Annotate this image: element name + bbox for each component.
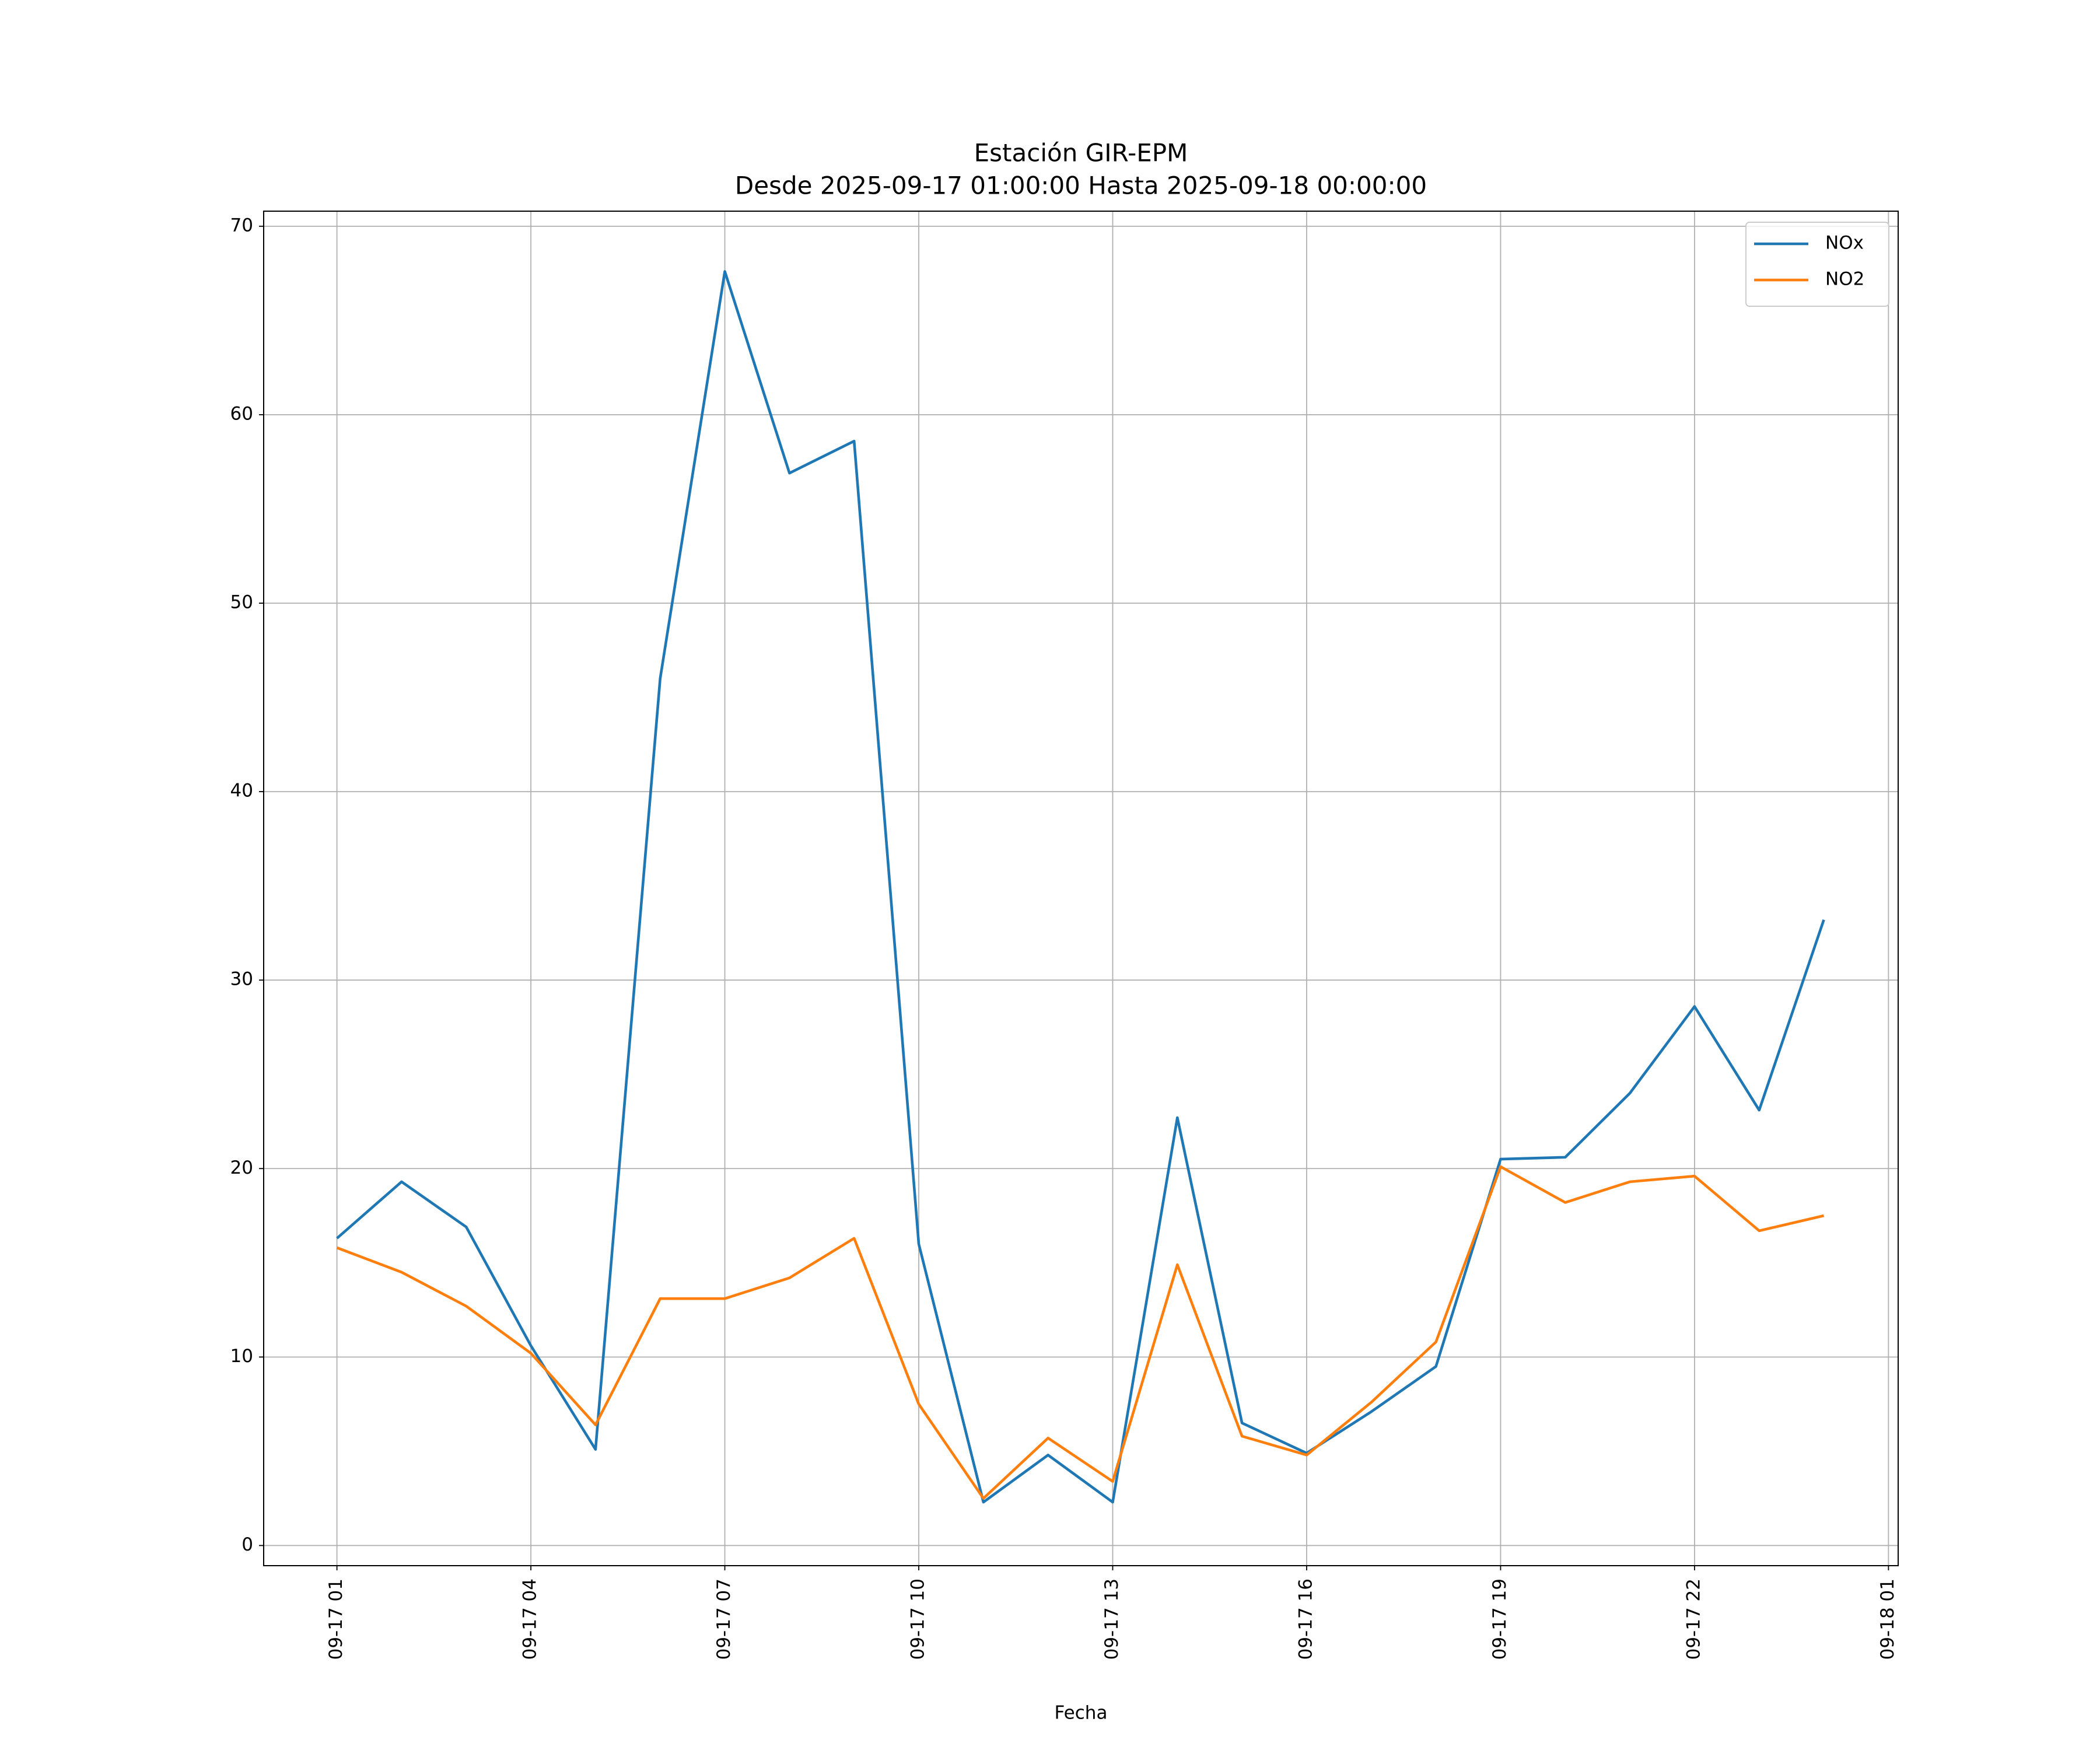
x-axis-label: Fecha	[1055, 1703, 1108, 1724]
series-line	[336, 270, 1825, 1504]
x-tick-label: 09-17 19	[1489, 1578, 1510, 1660]
y-tick-label: 0	[242, 1534, 253, 1555]
x-tick-label: 09-17 10	[908, 1578, 929, 1660]
legend-box	[1745, 222, 1889, 307]
x-tick-label: 09-17 07	[713, 1578, 734, 1660]
y-tick-label: 70	[230, 215, 253, 236]
chart-title: Estación GIR-EPM	[974, 139, 1188, 167]
chart-subtitle: Desde 2025-09-17 01:00:00 Hasta 2025-09-…	[735, 172, 1427, 200]
x-tick-label: 09-17 22	[1683, 1578, 1704, 1660]
series-line	[336, 1165, 1825, 1500]
legend-label: NOx	[1825, 233, 1864, 254]
x-tick-label: 09-17 13	[1101, 1578, 1122, 1660]
y-tick-label: 30	[230, 969, 253, 990]
plot-frame	[263, 211, 1899, 1566]
legend-label: NO2	[1825, 269, 1864, 290]
x-tick-label: 09-17 01	[326, 1578, 346, 1660]
y-tick-label: 10	[230, 1346, 253, 1367]
x-tick-label: 09-18 01	[1877, 1578, 1898, 1660]
x-tick-label: 09-17 04	[520, 1578, 541, 1660]
y-tick-label: 50	[230, 592, 253, 613]
x-tick-label: 09-17 16	[1295, 1578, 1316, 1660]
y-tick-label: 20	[230, 1157, 253, 1178]
y-tick-label: 40	[230, 780, 253, 802]
y-tick-label: 60	[230, 403, 253, 424]
